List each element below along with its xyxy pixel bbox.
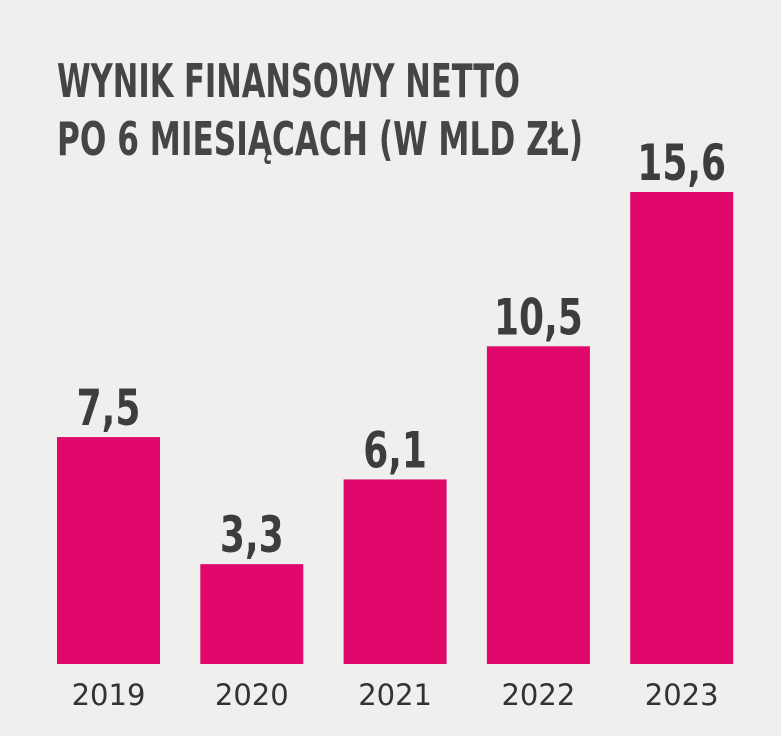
bar bbox=[343, 479, 447, 664]
bar bbox=[630, 192, 734, 664]
value-label: 7,5 bbox=[77, 380, 141, 437]
value-label: 10,5 bbox=[494, 290, 583, 347]
x-tick-label: 2022 bbox=[501, 678, 575, 712]
bar bbox=[486, 346, 590, 664]
value-label: 15,6 bbox=[637, 135, 726, 192]
chart-title: WYNIK FINANSOWY NETTO bbox=[57, 54, 520, 108]
value-label: 3,3 bbox=[220, 507, 284, 564]
value-label: 6,1 bbox=[363, 423, 427, 480]
x-tick-label: 2023 bbox=[645, 678, 719, 712]
bar bbox=[57, 437, 160, 664]
x-tick-label: 2021 bbox=[358, 678, 432, 712]
x-tick-label: 2019 bbox=[72, 678, 146, 712]
chart-title: PO 6 MIESIĄCACH (W MLD ZŁ) bbox=[57, 112, 583, 166]
bar bbox=[200, 564, 304, 664]
x-tick-label: 2020 bbox=[215, 678, 289, 712]
